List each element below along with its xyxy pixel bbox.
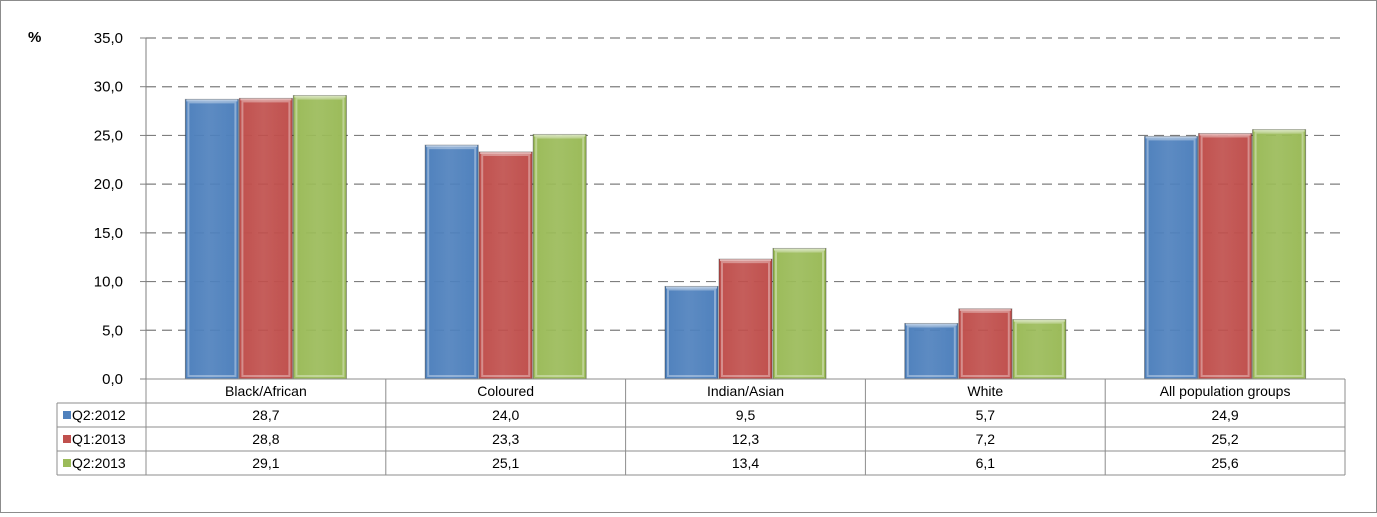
y-tick-label: 5,0 — [102, 322, 123, 339]
x-tick-label: All population groups — [1160, 383, 1291, 399]
data-label: 28,7 — [252, 407, 279, 423]
y-tick-label: 20,0 — [94, 176, 123, 193]
bar — [1252, 129, 1307, 380]
x-tick-label: Indian/Asian — [707, 383, 784, 399]
bar — [904, 322, 959, 380]
bar — [292, 94, 347, 380]
data-label: 23,3 — [492, 431, 519, 447]
data-label: 28,8 — [252, 431, 279, 447]
x-tick-label: White — [967, 383, 1003, 399]
legend-key — [63, 435, 71, 443]
bar — [238, 97, 293, 380]
bars — [184, 94, 1307, 380]
x-tick-label: Black/African — [225, 383, 307, 399]
y-tick-label: 30,0 — [94, 79, 123, 96]
y-tick-label: 25,0 — [94, 127, 123, 144]
data-label: 25,6 — [1211, 455, 1238, 471]
data-label: 25,1 — [492, 455, 519, 471]
data-label: 7,2 — [976, 431, 996, 447]
bar — [1012, 319, 1067, 380]
bar — [958, 308, 1013, 380]
legend-key — [63, 411, 71, 419]
bar — [532, 133, 587, 380]
legend-key — [63, 459, 71, 467]
legend-label: Q2:2013 — [72, 455, 126, 471]
bar — [1198, 132, 1253, 380]
bar — [664, 285, 719, 380]
y-tick-label: 10,0 — [94, 274, 123, 291]
data-label: 29,1 — [252, 455, 279, 471]
x-tick-label: Coloured — [477, 383, 534, 399]
legend-label: Q2:2012 — [72, 407, 126, 423]
y-tick-labels: 0,0 5,0 10,0 15,0 20,0 25,0 30,0 35,0 — [94, 30, 123, 388]
y-tick-label: 15,0 — [94, 225, 123, 242]
data-label: 12,3 — [732, 431, 759, 447]
data-label: 24,9 — [1211, 407, 1238, 423]
bar — [184, 98, 239, 380]
legend-label: Q1:2013 — [72, 431, 126, 447]
data-label: 24,0 — [492, 407, 519, 423]
data-label: 5,7 — [976, 407, 996, 423]
bar — [478, 151, 533, 380]
bar — [424, 144, 479, 380]
data-label: 6,1 — [976, 455, 996, 471]
data-label: 25,2 — [1211, 431, 1238, 447]
y-tick-label: 35,0 — [94, 30, 123, 47]
data-label: 13,4 — [732, 455, 759, 471]
bar — [718, 258, 773, 380]
bar — [1144, 135, 1199, 380]
y-tick-label: 0,0 — [102, 371, 123, 388]
data-label: 9,5 — [736, 407, 756, 423]
data-table: Black/African Coloured Indian/Asian White Al… — [56, 378, 1346, 476]
bar — [772, 247, 827, 380]
y-axis-label: % — [28, 29, 41, 46]
